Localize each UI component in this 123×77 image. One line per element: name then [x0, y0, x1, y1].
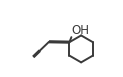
Text: OH: OH	[72, 24, 90, 37]
